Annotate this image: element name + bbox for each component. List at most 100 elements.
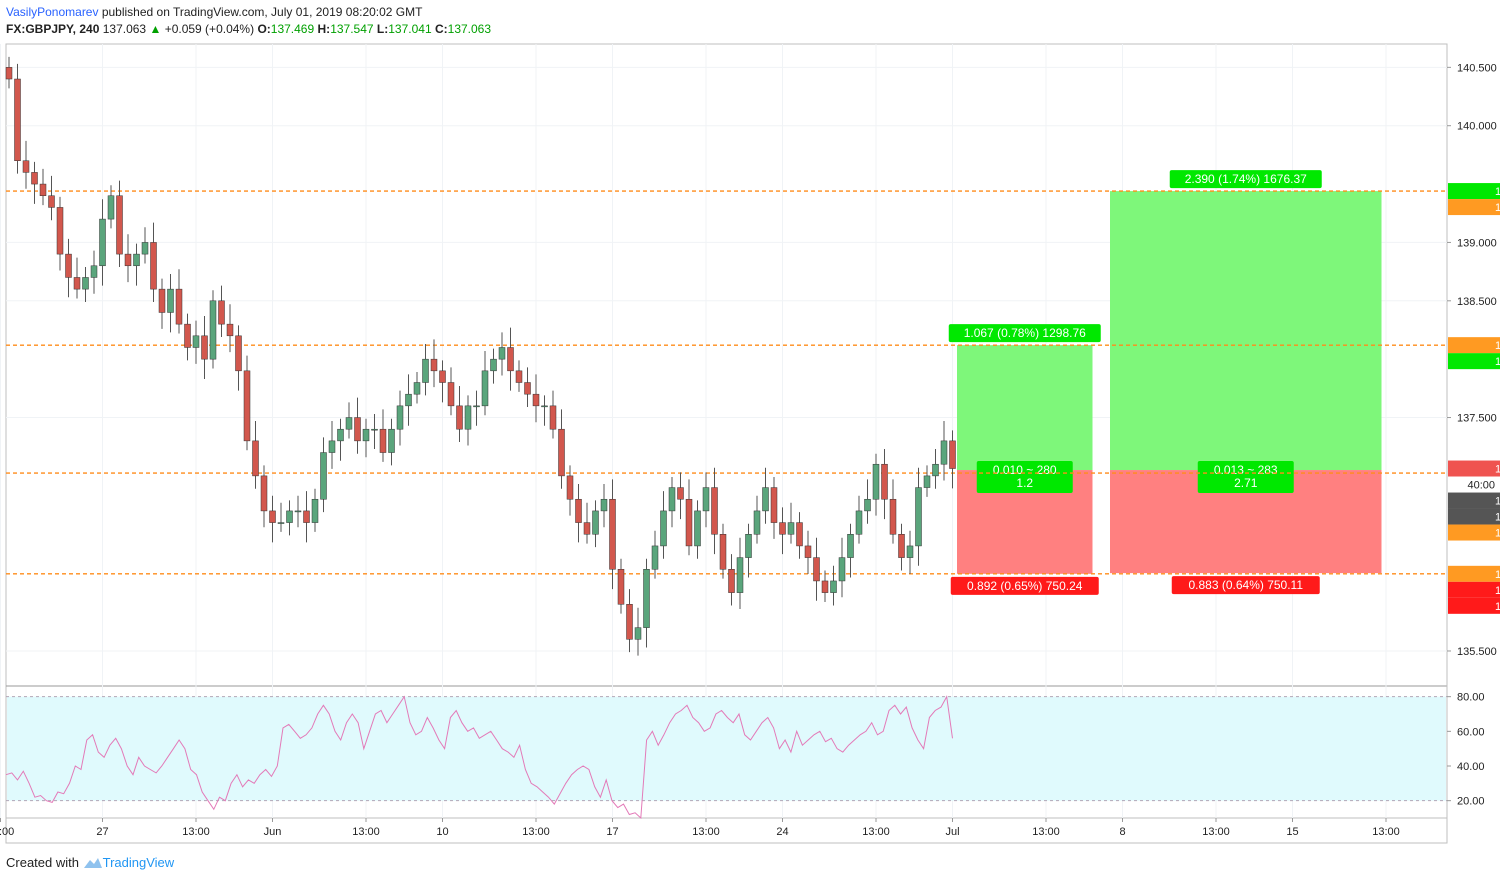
candle-body: [345, 417, 353, 430]
time-tick-label: Jun: [264, 826, 282, 838]
time-tick-label: 8: [1119, 826, 1125, 838]
candle-body: [923, 475, 931, 488]
candle-body: [456, 405, 463, 430]
created-with-text: Created with: [6, 855, 79, 870]
candle-body: [940, 440, 948, 465]
candle-body: [218, 300, 225, 325]
profit-zone: [957, 345, 1093, 471]
candle-body: [260, 475, 268, 512]
symbol-label[interactable]: FX:GBPJPY, 240: [6, 22, 100, 36]
price-scale-tag: [1448, 597, 1500, 614]
rsi-tick-label: 60.00: [1457, 726, 1485, 738]
candle-body: [668, 487, 676, 512]
candle-body: [524, 382, 531, 395]
candle-body: [702, 487, 710, 512]
price-scale-tag: [1448, 199, 1500, 216]
candle-body: [532, 393, 540, 407]
price-tick-label: 137.500: [1457, 413, 1497, 425]
price-scale-tag: [1448, 524, 1500, 541]
candle-body: [498, 347, 506, 360]
candle-body: [158, 288, 166, 313]
candle-body: [677, 487, 684, 500]
time-tick-label: 13:00: [1202, 826, 1230, 838]
candle-body: [124, 253, 132, 267]
candle-body: [473, 405, 480, 408]
candle-body: [770, 487, 778, 523]
candle-body: [872, 463, 880, 500]
price-scale-tag-text: 136.161: [1495, 569, 1511, 581]
open-label: O:: [257, 22, 271, 36]
chart-header: VasilyPonomarev published on TradingView…: [6, 4, 491, 38]
candle-body: [362, 428, 370, 442]
candle-body: [898, 534, 905, 558]
tradingview-logo-icon: [83, 858, 102, 868]
candle-body: [643, 569, 650, 628]
candle-body: [592, 510, 599, 535]
candle-body: [881, 463, 888, 500]
target-label: 2.390 (1.74%) 1676.37: [1185, 172, 1307, 186]
candle-body: [787, 522, 795, 535]
candle-body: [107, 195, 115, 220]
price-scale-tag-text: 139.430: [1495, 202, 1511, 214]
candle-body: [294, 510, 302, 513]
candle-body: [269, 510, 276, 523]
candle-body: [303, 510, 310, 523]
tradingview-brand[interactable]: TradingView: [102, 855, 175, 870]
candle-body: [804, 545, 812, 558]
time-tick-label: 24: [776, 826, 788, 838]
candle-body: [855, 510, 863, 535]
candle-body: [141, 242, 149, 255]
candle-body: [405, 393, 412, 407]
candle-body: [685, 498, 693, 547]
candle-body: [736, 557, 744, 593]
candle-body: [558, 428, 565, 477]
price-scale-tag-text: 137.024: [1495, 528, 1511, 540]
candle-body: [22, 160, 30, 173]
time-tick-label: 13:00: [1372, 826, 1400, 838]
ohlc-line: FX:GBPJPY, 240 137.063 ▲ +0.059 (+0.04%)…: [6, 21, 491, 38]
candle-body: [753, 510, 761, 535]
candle-body: [56, 207, 64, 255]
candle-body: [541, 405, 548, 408]
candle-body: [906, 545, 914, 558]
price-scale-tag: [1448, 565, 1500, 582]
candle-body: [949, 440, 956, 469]
candle-body: [464, 405, 472, 430]
candle-body: [311, 498, 319, 523]
rsi-band: [7, 696, 1446, 801]
high-label: H:: [317, 22, 331, 36]
rsi-line: [5, 695, 953, 820]
candle-body: [932, 463, 939, 477]
time-tick-label: 10: [436, 826, 448, 838]
candle-body: [617, 569, 625, 605]
candle-body: [73, 277, 81, 290]
price-scale-tag-text: 138.120: [1495, 340, 1511, 352]
candle-body: [600, 498, 608, 512]
rsi-tick-label: 80.00: [1457, 692, 1485, 704]
up-arrow-icon: ▲: [149, 22, 162, 36]
candle-body: [82, 277, 89, 290]
candle-body: [830, 580, 837, 593]
candle-body: [796, 522, 803, 547]
price-scale-tag: [1448, 353, 1500, 370]
candle-body: [31, 172, 38, 185]
price-scale-tag: [1448, 581, 1500, 598]
candle-body: [490, 358, 497, 372]
time-tick-label: 13:00: [522, 826, 550, 838]
candle-body: [847, 534, 854, 558]
candle-body: [277, 522, 285, 524]
time-tick-label: 13:00: [352, 826, 380, 838]
time-tick-label: 27: [96, 826, 108, 838]
candle-body: [821, 580, 829, 593]
high-value: 137.547: [330, 22, 374, 36]
price-scale-tag: [1448, 508, 1500, 525]
price-change: +0.059 (+0.04%): [164, 22, 255, 36]
candle-body: [575, 498, 582, 523]
author-link[interactable]: VasilyPonomarev: [6, 5, 99, 19]
candle-body: [90, 265, 98, 278]
ratio-label-box: [1197, 461, 1294, 494]
ratio-label-box: [976, 461, 1073, 494]
candle-body: [167, 288, 174, 313]
candle-body: [609, 498, 616, 570]
